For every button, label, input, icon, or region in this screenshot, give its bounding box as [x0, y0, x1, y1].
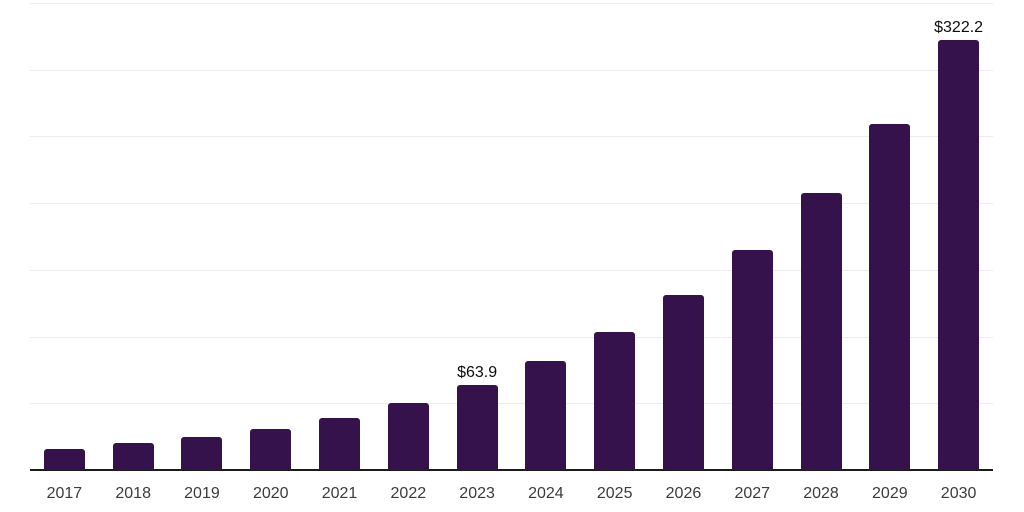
x-tick-label-2030: 2030: [940, 485, 977, 502]
bar-2023: [456, 384, 498, 470]
bar-2029: [869, 123, 911, 470]
x-tick-label-2022: 2022: [390, 485, 427, 502]
x-tick-label-2019: 2019: [184, 485, 220, 502]
gridline: [30, 336, 993, 338]
bar-2027: [731, 249, 773, 470]
x-tick-label-2024: 2024: [528, 485, 564, 502]
bar-2017: [43, 448, 85, 470]
bar-2028: [800, 193, 842, 470]
x-tick-label-2027: 2027: [734, 485, 771, 502]
x-tick-label-2023: 2023: [459, 485, 495, 502]
x-tick-label-2028: 2028: [803, 485, 839, 502]
gridline: [30, 69, 993, 71]
x-tick-label-2021: 2021: [321, 485, 358, 502]
bar-2021: [319, 417, 361, 470]
bar-2018: [112, 443, 154, 470]
bar-2022: [387, 403, 429, 470]
x-tick-label-2020: 2020: [252, 485, 289, 502]
bar-2024: [525, 360, 567, 470]
bar-2026: [662, 295, 704, 470]
gridline: [30, 136, 993, 138]
x-tick-label-2017: 2017: [46, 485, 83, 502]
bar-2030: [938, 40, 980, 470]
x-tick-label-2026: 2026: [665, 485, 702, 502]
bar-2025: [594, 331, 636, 470]
x-tick-label-2029: 2029: [872, 485, 908, 502]
x-tick-label-2018: 2018: [115, 485, 151, 502]
x-axis-line: [30, 469, 993, 471]
x-tick-label-2025: 2025: [596, 485, 633, 502]
bar-value-label-2023: $63.9: [457, 363, 498, 381]
gridline: [30, 269, 993, 271]
bar-2019: [181, 436, 223, 470]
gridline: [30, 3, 993, 4]
bar-value-label-2030: $322.2: [934, 19, 984, 37]
gridline: [30, 203, 993, 205]
bar-2020: [250, 428, 292, 470]
gridline: [30, 403, 993, 405]
